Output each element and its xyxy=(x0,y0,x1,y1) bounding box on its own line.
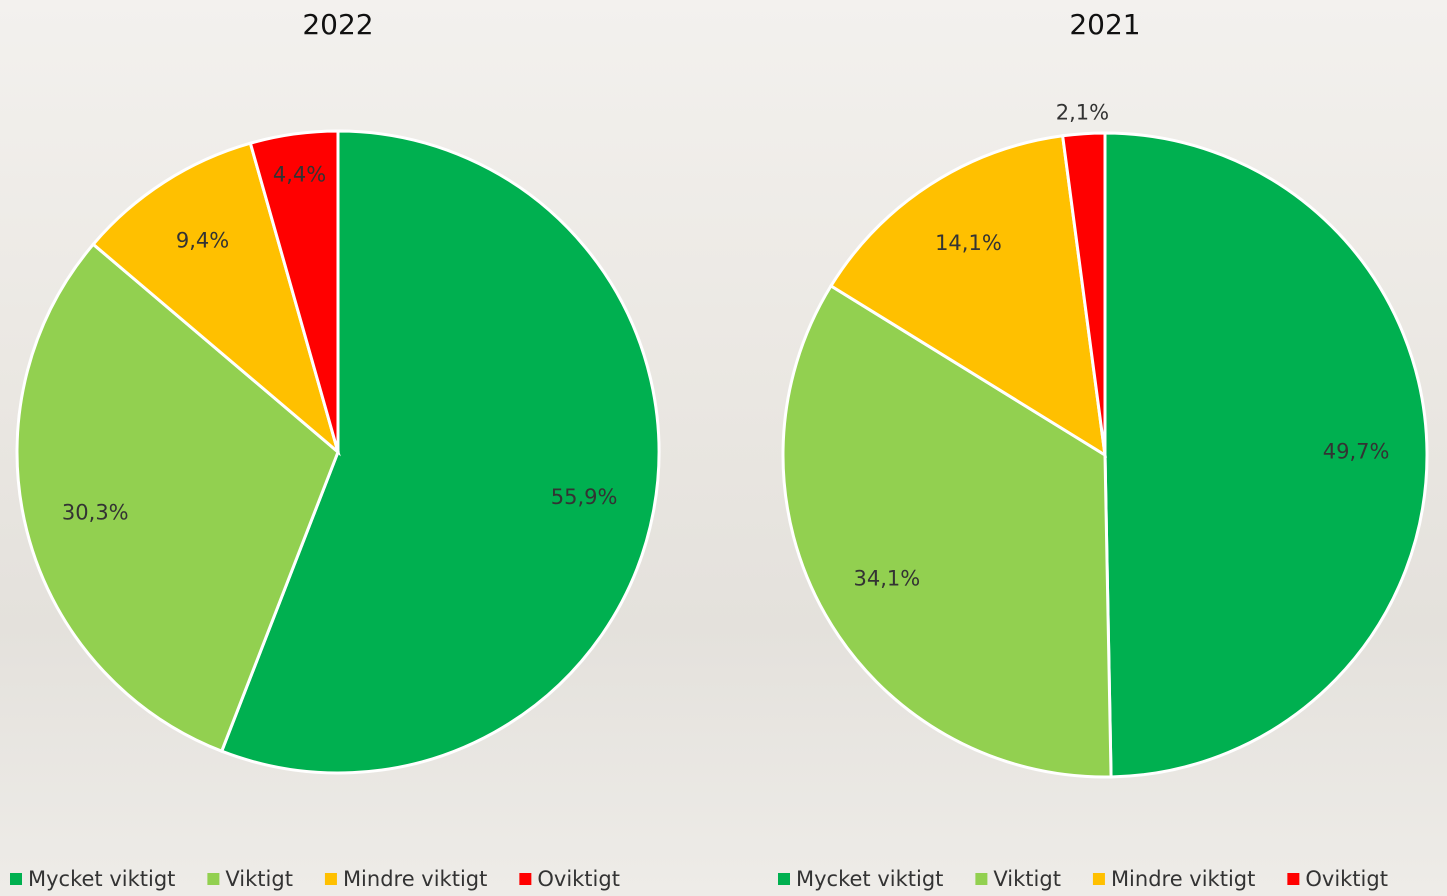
data-label: 14,1% xyxy=(935,231,1002,255)
legend-entry: Mindre viktigt xyxy=(1111,867,1255,891)
legend-swatch xyxy=(778,873,790,885)
data-label: 55,9% xyxy=(551,485,618,509)
chart: 2022 55,9% 30,3% 9,4% 4,4% Mycket viktigt Vikt… xyxy=(0,0,1447,896)
legend-entry: Mycket viktigt xyxy=(28,867,175,891)
data-label: 2,1% xyxy=(1056,101,1109,125)
legend-swatch xyxy=(207,873,219,885)
chart-title: 2021 xyxy=(1069,8,1140,41)
legend-entry: Oviktigt xyxy=(537,867,620,891)
legend-entry: Mycket viktigt xyxy=(796,867,943,891)
legend-swatch xyxy=(1093,873,1105,885)
legend-swatch xyxy=(325,873,337,885)
legend-entry: Mindre viktigt xyxy=(343,867,487,891)
legend-swatch xyxy=(1287,873,1299,885)
data-label: 4,4% xyxy=(273,162,326,186)
legend-entry: Viktigt xyxy=(993,867,1061,891)
legend-swatch xyxy=(975,873,987,885)
data-label: 30,3% xyxy=(62,501,129,525)
legend-entry: Oviktigt xyxy=(1305,867,1388,891)
chart-title: 2022 xyxy=(302,8,373,41)
legend-entry: Viktigt xyxy=(225,867,293,891)
data-label: 9,4% xyxy=(176,228,229,252)
legend-swatch xyxy=(519,873,531,885)
data-label: 34,1% xyxy=(853,566,920,590)
legend-swatch xyxy=(10,873,22,885)
data-label: 49,7% xyxy=(1323,440,1390,464)
